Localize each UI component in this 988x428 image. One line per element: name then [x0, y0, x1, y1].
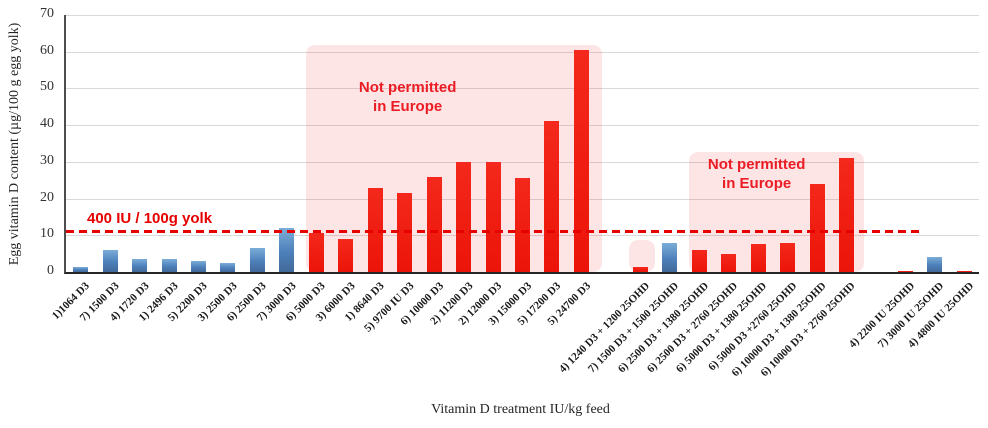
gridline-60 [66, 51, 979, 53]
bar-4-4800-iu-25ohd [956, 270, 972, 272]
y-tick-label-30: 30 [40, 152, 54, 168]
bar-5-2200-d3 [191, 261, 207, 272]
bar-2-12000-d3 [485, 161, 501, 272]
threshold-line [66, 230, 919, 234]
bar-7-3000-iu-25ohd [927, 257, 943, 272]
bar-7-3000-d3 [279, 227, 295, 272]
bar-3-6000-d3 [338, 238, 354, 272]
bar-5-24700-d3 [573, 49, 589, 272]
not-permitted-annotation-2: Not permitted in Europe [707, 155, 806, 192]
bar-3-15000-d3 [515, 178, 530, 272]
bar-3-2500-d3 [220, 262, 236, 272]
not-permitted-annotation-1: Not permitted in Europe [358, 78, 457, 115]
bar-6-2500-d3-1380-25ohd [691, 249, 707, 272]
bar-6-10000-d3 [426, 176, 442, 272]
y-tick-label-20: 20 [40, 189, 54, 205]
gridline-70 [66, 15, 979, 16]
bar-4-1240-d3-1200-25ohd [632, 266, 648, 272]
gridline-40 [66, 125, 979, 127]
bar-6-10000-d3-2760-25ohd [838, 158, 854, 272]
gridline-30 [66, 161, 979, 163]
y-tick-label-10: 10 [40, 226, 54, 242]
gridline-50 [66, 88, 979, 90]
plot-area: 400 IU / 100g yolk Not permitted in Europ… [64, 15, 979, 274]
not-permitted-region-2 [688, 151, 865, 272]
bar-4-1720-d3 [132, 259, 148, 272]
bar-7-1500-d3-1500-25ohd [662, 242, 678, 272]
x-axis-title: Vitamin D treatment IU/kg feed [431, 402, 610, 417]
y-tick-label-0: 0 [47, 263, 54, 278]
bar-7-1500-d3 [102, 249, 118, 272]
bar-6-2500-d3 [249, 248, 265, 272]
y-tick-label-70: 70 [40, 6, 54, 21]
bar-6-5000-d3-1380-25ohd [750, 244, 766, 272]
bar-2-11200-d3 [456, 161, 472, 272]
bar-6-5000-d3-2760-25ohd [780, 242, 796, 272]
bar-6-10000-d3-1380-25ohd [809, 183, 825, 272]
bar-1-8640-d3 [367, 187, 383, 272]
bar-6-2500-d3-2760-25ohd [721, 253, 737, 272]
y-tick-label-40: 40 [40, 116, 54, 132]
y-tick-label-50: 50 [40, 79, 54, 95]
bar-6-5000-d3 [308, 233, 324, 272]
bar-1-1064-d3 [73, 266, 89, 272]
y-tick-label-60: 60 [40, 42, 54, 58]
bar-5-17200-d3 [544, 121, 560, 272]
bar-1-2496-d3 [161, 259, 177, 272]
threshold-label: 400 IU / 100g yolk [87, 209, 213, 227]
bar-4-2200-iu-25ohd [897, 270, 913, 272]
